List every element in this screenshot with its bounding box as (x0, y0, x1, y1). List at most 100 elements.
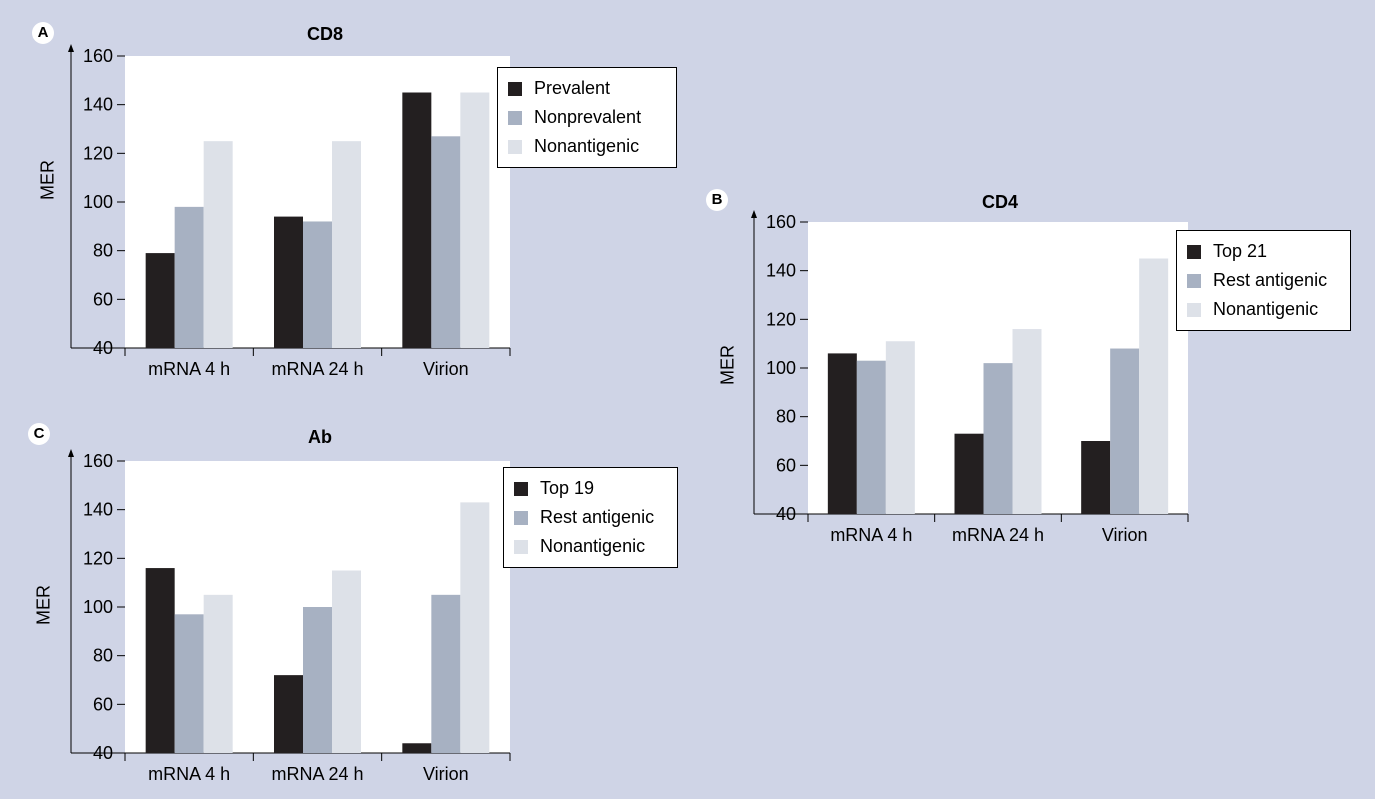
bar (1081, 441, 1111, 514)
panel-b: B CD4 MER 40 60 80 100 120 140 160 mRNA 4 h mRNA… (700, 180, 1375, 580)
chart-b-svg: 40 60 80 100 120 140 160 mRNA 4 h mRNA 24 h Virio… (751, 210, 1189, 545)
legend-item: Nonprevalent (508, 103, 666, 132)
y-tick-label: 80 (93, 646, 113, 666)
legend-label: Prevalent (534, 78, 611, 98)
legend-label: Nonantigenic (540, 536, 646, 556)
x-tick-label: Virion (423, 764, 469, 784)
y-tick-label: 160 (83, 46, 113, 66)
legend-swatch (508, 110, 522, 125)
legend-swatch (1187, 273, 1201, 288)
chart-a-svg: 40 60 80 100 120 140 160 mRNA 4 h mRNA 24 h Virio… (68, 44, 511, 379)
y-tick-label: 60 (93, 289, 113, 309)
legend-item: Nonantigenic (1187, 295, 1340, 324)
y-tick-label: 120 (766, 309, 796, 329)
x-tick-label: mRNA 24 h (952, 525, 1044, 545)
legend-item: Top 21 (1187, 237, 1340, 266)
legend-swatch (514, 539, 528, 554)
legend-swatch (508, 81, 522, 96)
y-axis-arrow (751, 210, 757, 218)
y-tick-label: 100 (766, 358, 796, 378)
panel-c: C Ab MER 40 60 80 100 120 140 160 mRNA 4 h mRNA … (0, 415, 700, 799)
bar (332, 570, 361, 753)
x-tick-label: Virion (423, 359, 469, 379)
bar (402, 743, 432, 753)
bar (885, 341, 915, 514)
bar (203, 141, 233, 348)
chart-c-svg: 40 60 80 100 120 140 160 mRNA 4 h mRNA 24 h Virio… (68, 449, 511, 784)
legend-label: Nonprevalent (534, 107, 642, 127)
legend-swatch (514, 510, 528, 525)
bar (402, 92, 432, 348)
legend: Top 21 Rest antigenic Nonantigenic (1176, 230, 1351, 331)
y-tick-label: 60 (776, 455, 796, 475)
legend-swatch (1187, 244, 1201, 259)
legend-item: Rest antigenic (1187, 266, 1340, 295)
chart-title: CD8 (306, 24, 344, 44)
legend: Top 19 Rest antigenic Nonantigenic (503, 467, 678, 568)
legend-label: Nonantigenic (534, 136, 640, 156)
y-tick-label: 100 (83, 597, 113, 617)
x-tick-label: mRNA 24 h (271, 359, 363, 379)
y-tick-label: 120 (83, 143, 113, 163)
x-tick-label: Virion (1102, 525, 1148, 545)
legend-label: Rest antigenic (540, 507, 655, 527)
y-tick-label: 160 (766, 212, 796, 232)
y-tick-label: 80 (93, 241, 113, 261)
bar (274, 216, 303, 348)
y-tick-label: 40 (93, 743, 113, 763)
bar (983, 363, 1013, 514)
x-tick-label: mRNA 4 h (148, 764, 230, 784)
bar (431, 136, 461, 348)
y-tick-label: 140 (83, 95, 113, 115)
bar (274, 675, 303, 753)
bar (303, 607, 332, 753)
legend-item: Nonantigenic (508, 132, 666, 161)
y-tick-label: 100 (83, 192, 113, 212)
y-tick-label: 160 (83, 451, 113, 471)
legend-item: Prevalent (508, 74, 666, 103)
y-tick-label: 120 (83, 548, 113, 568)
legend-label: Top 19 (540, 478, 595, 498)
bar (431, 594, 461, 753)
y-axis-arrow (68, 449, 74, 457)
y-tick-label: 140 (83, 500, 113, 520)
legend-label: Nonantigenic (1213, 299, 1319, 319)
legend-label: Top 21 (1213, 241, 1268, 261)
legend-item: Top 19 (514, 474, 667, 503)
bar (460, 92, 490, 348)
bar (827, 353, 857, 514)
bar (1139, 258, 1169, 514)
bar (1110, 348, 1140, 514)
bar (954, 433, 984, 514)
bar (174, 206, 204, 348)
legend-swatch (1187, 302, 1201, 317)
bar (1012, 329, 1042, 514)
panel-a: A CD8 MER 40 60 80 100 120 140 160 mRNA 4 h mRNA… (0, 0, 700, 400)
bar (856, 360, 886, 514)
bar (145, 253, 175, 348)
y-tick-label: 60 (93, 694, 113, 714)
panel-label: C (28, 423, 50, 445)
panel-label: A (32, 22, 54, 44)
legend-swatch (514, 481, 528, 496)
chart-title: Ab (308, 427, 332, 447)
y-tick-label: 80 (776, 407, 796, 427)
legend-swatch (508, 139, 522, 154)
y-tick-label: 140 (766, 261, 796, 281)
y-axis-arrow (68, 44, 74, 52)
y-tick-label: 40 (93, 338, 113, 358)
bar (332, 141, 361, 348)
legend-item: Rest antigenic (514, 503, 667, 532)
bar (203, 594, 233, 753)
legend: Prevalent Nonprevalent Nonantigenic (497, 67, 677, 168)
x-tick-label: mRNA 24 h (271, 764, 363, 784)
legend-item: Nonantigenic (514, 532, 667, 561)
x-tick-label: mRNA 4 h (830, 525, 912, 545)
bar (145, 568, 175, 753)
bar (174, 614, 204, 753)
bar (460, 502, 490, 753)
bar (303, 221, 332, 348)
panel-label: B (706, 189, 728, 211)
chart-title: CD4 (981, 192, 1019, 212)
